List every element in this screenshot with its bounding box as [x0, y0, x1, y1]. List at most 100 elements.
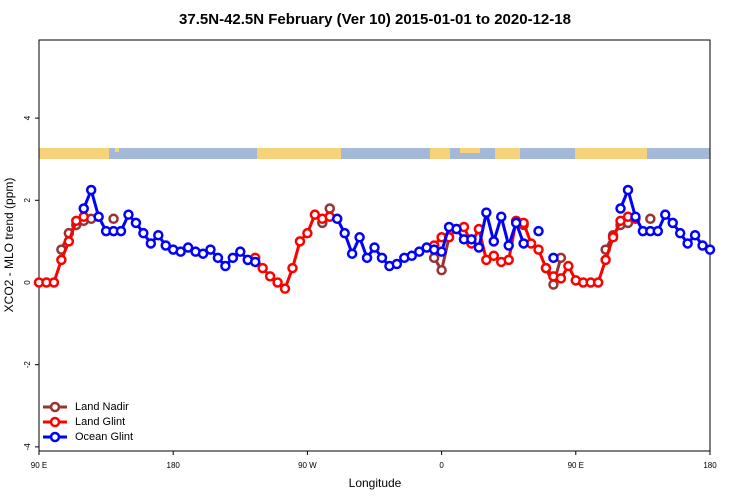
- data-point: [622, 184, 634, 196]
- data-point: [667, 217, 678, 229]
- data-point: [563, 260, 574, 272]
- data-point: [130, 217, 142, 229]
- legend-label: Ocean Glint: [75, 431, 133, 443]
- data-point: [481, 207, 492, 218]
- data-point: [354, 232, 365, 243]
- data-point: [592, 277, 604, 288]
- legend-marker: [49, 416, 61, 428]
- data-point: [249, 256, 261, 268]
- data-point: [331, 213, 343, 225]
- data-point: [689, 229, 701, 241]
- x-tick-label: 180: [703, 461, 717, 470]
- data-point: [495, 211, 507, 222]
- data-point: [346, 248, 358, 259]
- data-point: [503, 254, 514, 266]
- data-point: [428, 252, 440, 264]
- data-point: [451, 223, 462, 235]
- data-point: [71, 215, 82, 227]
- data-point: [220, 260, 231, 272]
- x-tick-label: 90 E: [31, 461, 47, 470]
- data-point: [123, 209, 134, 220]
- data-point: [175, 246, 186, 257]
- data-point: [302, 227, 313, 239]
- data-point: [503, 240, 514, 251]
- data-point: [205, 244, 216, 255]
- data-point: [548, 279, 559, 290]
- data-point: [533, 244, 544, 255]
- x-axis-label: Longitude: [349, 476, 402, 490]
- x-tick-label: 180: [167, 461, 181, 470]
- data-point: [138, 227, 149, 239]
- data-point: [533, 225, 544, 237]
- data-point: [436, 264, 447, 276]
- y-axis-label: XCO2 - MLO trend (ppm): [2, 178, 16, 313]
- data-point: [212, 252, 224, 264]
- data-point: [540, 262, 552, 274]
- data-point: [406, 250, 418, 262]
- data-point: [674, 227, 686, 239]
- data-point: [294, 236, 306, 247]
- data-point: [56, 254, 67, 266]
- data-point: [115, 225, 127, 237]
- data-point: [645, 213, 656, 225]
- legend-marker: [49, 431, 61, 443]
- data-point: [555, 273, 567, 284]
- y-tick-label: 2: [23, 198, 32, 203]
- data-point: [391, 258, 403, 270]
- data-point: [78, 203, 89, 214]
- data-point: [264, 271, 276, 282]
- data-point: [615, 203, 626, 214]
- data-point: [652, 225, 664, 237]
- data-point: [436, 246, 447, 257]
- data-point: [272, 277, 283, 288]
- data-point: [630, 211, 641, 222]
- data-point: [257, 262, 268, 274]
- x-tick-label: 0: [439, 461, 444, 470]
- y-tick-label: -2: [23, 361, 32, 369]
- data-point: [488, 236, 500, 247]
- data-point: [376, 252, 388, 264]
- data-point: [481, 254, 492, 266]
- map-strip: [39, 148, 710, 159]
- data-point: [369, 242, 380, 253]
- data-point: [108, 213, 119, 225]
- data-point: [197, 248, 209, 259]
- data-point: [510, 217, 522, 229]
- legend-label: Land Glint: [75, 416, 125, 428]
- x-tick-label: 90 W: [298, 461, 317, 470]
- data-point: [78, 211, 89, 222]
- data-point: [227, 252, 239, 264]
- data-point: [279, 283, 291, 294]
- legend-label: Land Nadir: [75, 401, 129, 413]
- data-point: [488, 250, 500, 262]
- data-point: [704, 244, 716, 255]
- data-point: [660, 209, 671, 220]
- data-point: [63, 236, 75, 247]
- data-point: [93, 211, 104, 222]
- data-point: [548, 252, 559, 264]
- data-point: [85, 184, 97, 196]
- data-point: [287, 262, 298, 274]
- x-tick-label: 90 E: [568, 461, 584, 470]
- data-point: [413, 246, 425, 257]
- data-point: [600, 254, 611, 266]
- data-point: [518, 238, 529, 249]
- series-line: [39, 212, 636, 292]
- data-point: [153, 229, 164, 241]
- data-point: [473, 242, 485, 253]
- legend-marker: [49, 401, 61, 413]
- data-point: [145, 238, 157, 249]
- data-point: [324, 203, 336, 214]
- data-point: [607, 232, 619, 243]
- data-point: [235, 246, 246, 257]
- data-point: [361, 252, 373, 264]
- data-point: [615, 215, 626, 227]
- data-point: [697, 240, 708, 251]
- data-point: [160, 240, 171, 251]
- y-tick-label: 0: [23, 280, 32, 285]
- data-point: [48, 277, 60, 288]
- data-point: [339, 227, 350, 239]
- data-point: [182, 242, 194, 253]
- data-point: [309, 209, 321, 220]
